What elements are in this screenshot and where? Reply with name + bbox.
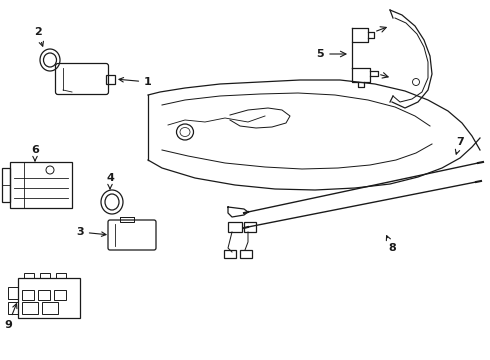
Text: 3: 3 (76, 227, 106, 237)
Text: 5: 5 (316, 49, 324, 59)
Bar (22, 290, 34, 300)
Bar (2, 168, 10, 202)
Bar (228, 222, 242, 232)
Text: 7: 7 (455, 137, 464, 154)
Bar (240, 250, 252, 258)
Bar (24, 273, 34, 278)
Bar (8, 287, 18, 299)
Bar (10, 162, 72, 208)
Text: 6: 6 (31, 145, 39, 161)
Bar (8, 302, 18, 314)
Bar (22, 302, 38, 314)
Bar (56, 273, 66, 278)
Bar (40, 273, 50, 278)
Bar (120, 217, 134, 222)
Bar (18, 278, 80, 318)
Bar (244, 222, 256, 232)
Text: 1: 1 (119, 77, 152, 87)
Bar (54, 290, 66, 300)
Bar (106, 75, 115, 84)
Text: 2: 2 (34, 27, 44, 46)
Text: 4: 4 (106, 173, 114, 189)
Bar (42, 302, 58, 314)
Text: 8: 8 (386, 236, 396, 253)
Bar (38, 290, 50, 300)
Bar (224, 250, 236, 258)
Text: 9: 9 (4, 304, 17, 330)
